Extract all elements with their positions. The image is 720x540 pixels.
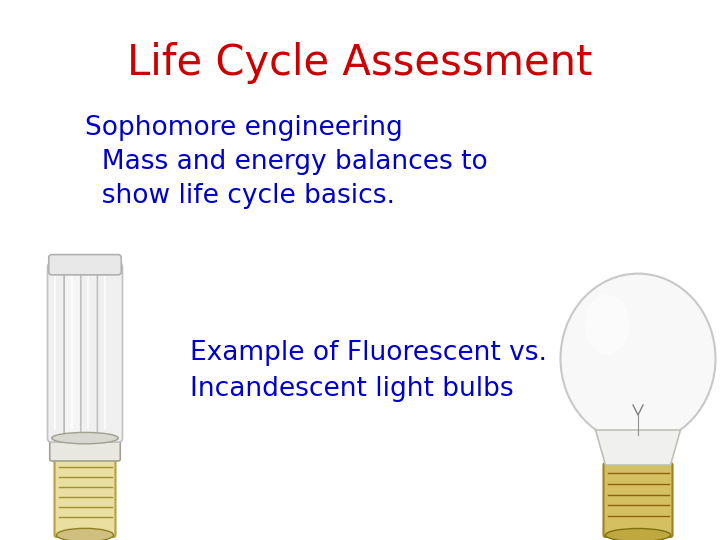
Text: Mass and energy balances to: Mass and energy balances to [85,149,487,175]
Text: show life cycle basics.: show life cycle basics. [85,183,395,209]
Text: Incandescent light bulbs: Incandescent light bulbs [190,376,513,402]
FancyBboxPatch shape [55,457,115,537]
Ellipse shape [52,433,118,444]
FancyBboxPatch shape [49,254,121,275]
Text: Sophomore engineering: Sophomore engineering [85,115,402,141]
FancyBboxPatch shape [603,463,672,537]
Ellipse shape [560,274,716,443]
Text: Life Cycle Assessment: Life Cycle Assessment [127,42,593,84]
Text: Example of Fluorescent vs.: Example of Fluorescent vs. [190,340,547,366]
FancyBboxPatch shape [81,263,106,442]
Polygon shape [595,430,680,465]
Ellipse shape [56,528,114,540]
FancyBboxPatch shape [48,263,73,442]
FancyBboxPatch shape [64,263,89,442]
FancyBboxPatch shape [50,436,120,461]
FancyBboxPatch shape [97,263,122,442]
Ellipse shape [585,295,629,355]
Ellipse shape [606,529,670,540]
